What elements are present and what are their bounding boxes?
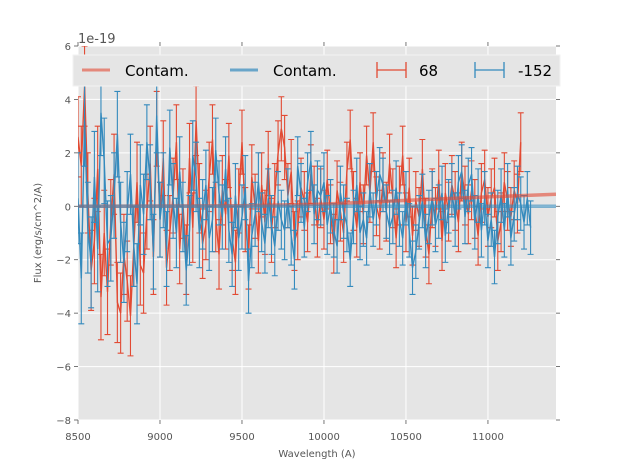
series-line (78, 112, 532, 284)
x-tick-label: 10500 (390, 432, 422, 443)
legend: Contam. Contam. 68 -152 (72, 54, 561, 87)
legend-entry-68: 68 (376, 62, 438, 80)
x-tick-label: 9000 (147, 432, 172, 443)
y-tick-label: −4 (56, 309, 71, 320)
x-tick-label: 10000 (308, 432, 340, 443)
legend-entry-contam-blue: Contam. (230, 62, 337, 80)
y-tick-label: −2 (56, 256, 71, 267)
x-tick-label: 11000 (472, 432, 504, 443)
x-tick-label: 8500 (65, 432, 90, 443)
series-group (78, 46, 556, 357)
error-bar (78, 96, 81, 178)
legend-label-contam-blue: Contam. (273, 62, 337, 80)
y-offset-label: 1e-19 (78, 32, 116, 47)
legend-label-68: 68 (419, 62, 438, 80)
x-axis-label: Wavelength (A) (278, 449, 355, 460)
axes: 8500 9000 9500 10000 10500 11000 −8 −6 −4 −2 0 2 4 6 (56, 42, 560, 443)
legend-errorbar-red (376, 62, 407, 78)
legend-label-contam-red: Contam. (125, 62, 189, 80)
y-tick-label: −8 (56, 416, 71, 427)
legend-entry-contam-red: Contam. (82, 62, 189, 80)
series--152 (78, 69, 534, 325)
y-tick-label: 6 (65, 42, 71, 53)
legend-label-152: -152 (518, 62, 552, 80)
legend-entry-152: -152 (474, 62, 552, 80)
y-tick-label: 0 (65, 202, 71, 213)
y-tick-label: −6 (56, 363, 71, 374)
x-tick-label: 9500 (229, 432, 254, 443)
y-axis-label: Flux (erg/s/cm^2/A) (33, 183, 44, 283)
y-tick-label: 4 (65, 95, 71, 106)
legend-errorbar-blue (474, 62, 505, 78)
y-tick-label: 2 (65, 149, 71, 160)
data-layer (78, 46, 556, 357)
